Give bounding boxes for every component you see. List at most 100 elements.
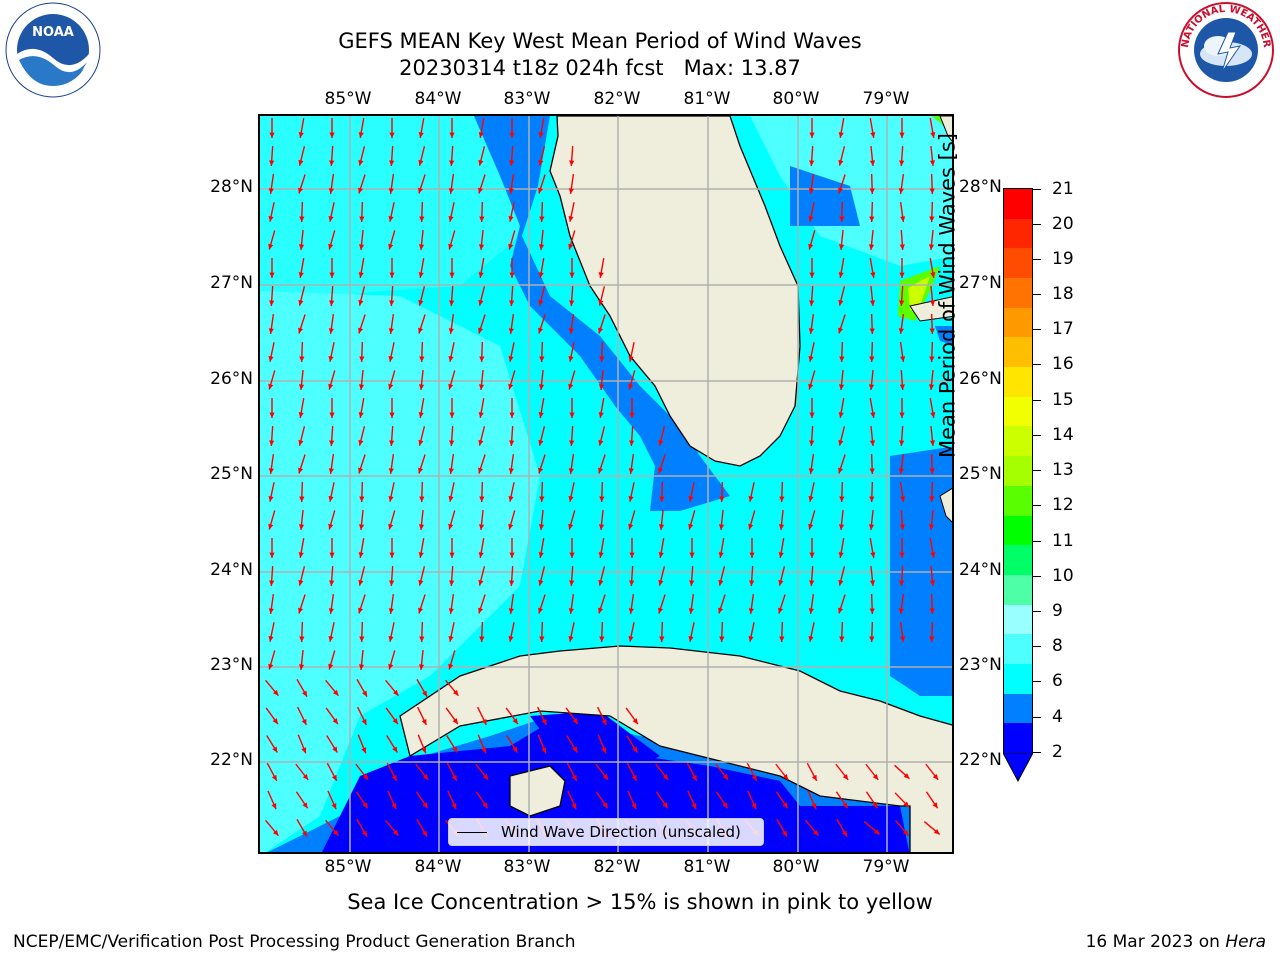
wind-wave-arrow-icon: [929, 481, 935, 503]
wind-wave-arrow-icon: [538, 146, 546, 166]
wind-wave-arrow-icon: [448, 453, 455, 475]
wind-wave-arrow-icon: [296, 706, 308, 726]
wind-wave-arrow-icon: [899, 258, 905, 278]
wind-wave-arrow-icon: [449, 285, 455, 307]
wind-wave-arrow-icon: [478, 229, 485, 251]
wind-wave-arrow-icon: [838, 398, 845, 418]
wind-wave-arrow-icon: [509, 565, 515, 587]
wind-wave-arrow-icon: [358, 118, 365, 138]
colorbar-tick-label: 6: [1052, 671, 1063, 691]
wind-wave-arrow-icon: [568, 342, 575, 362]
wind-wave-arrow-icon: [478, 538, 485, 558]
wind-wave-arrow-icon: [268, 482, 275, 502]
wind-wave-arrow-icon: [808, 230, 816, 250]
wind-wave-arrow-icon: [746, 762, 758, 782]
wave-period-band-light: [750, 116, 952, 266]
wind-wave-arrow-icon: [476, 706, 488, 726]
lon-label-top: 79°W: [862, 89, 910, 109]
wind-wave-arrow-icon: [478, 426, 486, 446]
wind-wave-arrow-icon: [715, 763, 729, 781]
wind-wave-arrow-icon: [869, 538, 876, 558]
wind-wave-arrow-icon: [899, 229, 905, 251]
wind-wave-arrow-icon: [358, 594, 366, 614]
wind-wave-arrow-icon: [478, 146, 486, 166]
wind-wave-arrow-icon: [358, 426, 366, 446]
wind-wave-arrow-icon: [778, 538, 785, 558]
wind-wave-arrow-icon: [359, 201, 365, 223]
wind-wave-arrow-icon: [356, 706, 368, 726]
wind-wave-arrow-icon: [569, 398, 575, 418]
wind-wave-arrow-icon: [268, 453, 275, 475]
wind-wave-arrow-icon: [779, 621, 785, 643]
wind-wave-arrow-icon: [838, 594, 846, 614]
wind-wave-arrow-icon: [325, 819, 339, 837]
wind-wave-arrow-icon: [389, 425, 395, 447]
lon-label-bottom: 83°W: [503, 857, 551, 877]
wind-wave-arrow-icon: [658, 454, 666, 474]
wind-wave-arrow-icon: [538, 538, 545, 558]
wind-wave-arrow-icon: [389, 285, 395, 307]
wind-wave-arrow-icon: [597, 734, 607, 754]
lat-label-left: 24°N: [210, 560, 253, 580]
wind-wave-arrow-icon: [628, 342, 635, 362]
lon-label-bottom: 82°W: [593, 857, 641, 877]
wind-wave-arrow-icon: [809, 258, 815, 278]
wind-wave-arrow-icon: [598, 509, 605, 531]
wind-wave-arrow-icon: [297, 734, 307, 754]
wind-wave-arrow-icon: [268, 650, 276, 670]
wind-wave-arrow-icon: [869, 313, 875, 335]
wind-wave-arrow-icon: [718, 566, 726, 586]
wind-wave-arrow-icon: [868, 369, 875, 391]
wind-wave-arrow-icon: [658, 566, 666, 586]
wind-wave-arrow-icon: [658, 538, 665, 558]
wind-wave-arrow-icon: [538, 594, 546, 614]
wind-wave-arrow-icon: [538, 286, 546, 306]
wind-wave-arrow-icon: [808, 453, 815, 475]
wind-wave-arrow-icon: [898, 313, 905, 335]
wind-wave-arrow-icon: [869, 481, 875, 503]
wind-wave-arrow-icon: [805, 819, 819, 837]
lat-label-left: 22°N: [210, 750, 253, 770]
wind-wave-arrow-icon: [509, 118, 515, 138]
wind-wave-arrow-icon: [328, 230, 336, 250]
wind-wave-arrow-icon: [385, 679, 399, 697]
wind-wave-arrow-icon: [808, 342, 815, 362]
wind-wave-arrow-icon: [894, 792, 910, 808]
wind-wave-arrow-icon: [509, 398, 515, 418]
wind-wave-arrow-icon: [569, 285, 575, 307]
wind-wave-arrow-icon: [598, 286, 606, 306]
wind-wave-arrow-icon: [508, 482, 515, 502]
wind-wave-arrow-icon: [417, 734, 427, 754]
wind-wave-arrow-icon: [388, 202, 395, 222]
wind-wave-arrow-icon: [448, 510, 456, 530]
chart-subtitle: 20230314 t18z 024h fcst Max: 13.87: [399, 56, 801, 80]
wind-wave-arrow-icon: [508, 453, 515, 475]
colorbar-segment: [1004, 218, 1032, 249]
wind-wave-arrow-icon: [505, 707, 519, 725]
wind-wave-arrow-icon: [328, 202, 335, 222]
wind-wave-arrow-icon: [416, 678, 428, 698]
wind-wave-arrow-icon: [358, 258, 365, 278]
wind-wave-arrow-icon: [838, 174, 846, 194]
wind-wave-arrow-icon: [388, 453, 395, 475]
colorbar-tick-label: 20: [1052, 214, 1074, 234]
wind-wave-arrow-icon: [688, 510, 696, 530]
wind-wave-arrow-icon: [929, 621, 935, 643]
wind-wave-arrow-icon: [446, 735, 458, 753]
wind-wave-arrow-icon: [478, 594, 486, 614]
noaa-logo-icon: NOAA: [5, 2, 101, 98]
wind-wave-arrow-icon: [629, 425, 635, 447]
wind-wave-arrow-icon: [387, 790, 397, 810]
wind-wave-arrow-icon: [809, 398, 815, 418]
colorbar-segment: [1004, 307, 1032, 338]
wind-wave-arrow-icon: [628, 370, 636, 390]
wind-wave-arrow-icon: [838, 229, 845, 251]
wind-wave-arrow-icon: [298, 174, 306, 194]
wind-wave-arrow-icon: [328, 173, 335, 195]
wind-wave-arrow-icon: [865, 763, 879, 781]
wind-wave-arrow-icon: [595, 791, 609, 809]
wind-wave-arrow-icon: [269, 118, 275, 138]
wind-wave-arrow-icon: [478, 454, 486, 474]
wind-wave-arrow-icon: [418, 229, 425, 251]
wind-wave-arrow-icon: [538, 118, 545, 138]
